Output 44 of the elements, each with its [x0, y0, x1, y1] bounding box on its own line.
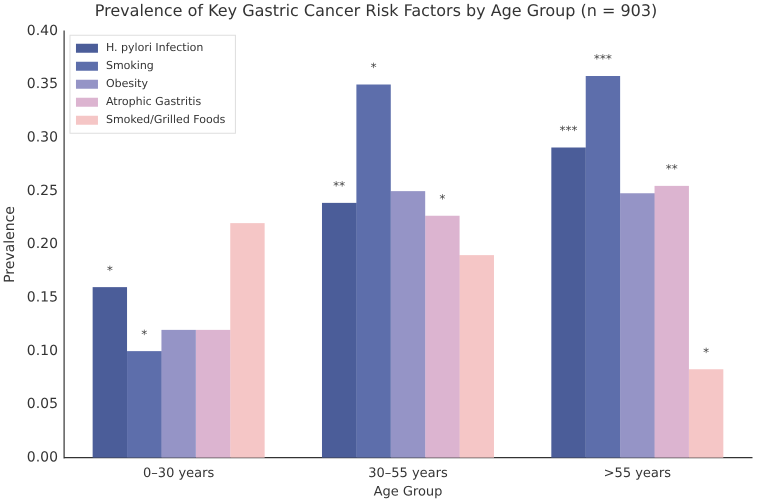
bar: [654, 186, 689, 458]
bar: [322, 202, 356, 458]
y-axis-title: Prevalence: [2, 206, 18, 283]
data-label: *: [141, 327, 148, 342]
y-tick-label: 0.15: [26, 289, 58, 306]
y-tick-label: 0.30: [26, 129, 58, 146]
bar: [127, 351, 162, 458]
bar: [425, 216, 460, 458]
y-tick-label: 0.35: [26, 76, 58, 92]
bar: [230, 223, 265, 458]
data-label: **: [333, 179, 346, 194]
data-label: ***: [560, 124, 578, 138]
data-label: **: [666, 162, 678, 176]
bar: [688, 369, 724, 458]
data-label: *: [703, 345, 710, 360]
bar: [586, 76, 620, 458]
legend-label: Atrophic Gastritis: [106, 95, 202, 108]
bar: [551, 147, 586, 458]
data-label: *: [106, 263, 113, 278]
x-tick-label: >55 years: [604, 466, 672, 481]
bar: [390, 191, 426, 458]
y-tick-label: 0.05: [26, 396, 58, 412]
bar: [460, 255, 494, 458]
bar: [196, 330, 230, 458]
bar: [92, 287, 128, 458]
y-tick-label: 0.00: [26, 449, 58, 466]
y-tick-label: 0.20: [26, 236, 58, 252]
bar: [161, 330, 196, 458]
legend-label: Smoked/Grilled Foods: [106, 113, 226, 126]
legend-label: Smoking: [106, 59, 154, 72]
bar: [620, 193, 655, 458]
bar: [356, 84, 391, 458]
legend-label: Obesity: [106, 77, 148, 90]
x-tick-label: 30–55 years: [368, 466, 448, 481]
y-tick-label: 0.25: [26, 182, 58, 199]
chart-title: Prevalence of Key Gastric Cancer Risk Factors by Age Group (n = 903): [94, 0, 658, 20]
data-label: ***: [594, 52, 612, 66]
x-tick-label: 0–30 years: [143, 466, 214, 481]
y-tick-label: 0.40: [26, 22, 58, 39]
y-tick-label: 0.10: [26, 342, 58, 359]
legend-label: H. pylori Infection: [106, 41, 204, 54]
data-label: *: [370, 60, 377, 75]
x-axis-title: Age Group: [374, 484, 442, 500]
data-label: *: [439, 192, 446, 206]
